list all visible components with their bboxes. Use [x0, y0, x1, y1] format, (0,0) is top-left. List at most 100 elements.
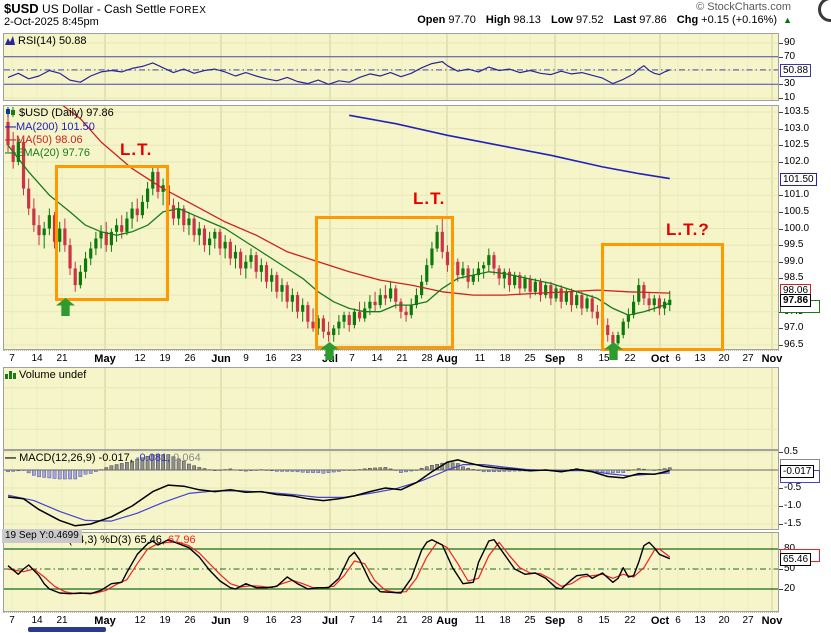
volume-label-row: Volume undef [5, 369, 86, 382]
x-tick-label: 20 [718, 615, 730, 626]
x-tick-label: 14 [371, 353, 383, 364]
y-tick-mark [779, 328, 783, 330]
x-tick-label: 26 [184, 353, 196, 364]
x-tick-label: 18 [499, 353, 511, 364]
y-tick-mark [779, 569, 783, 570]
x-tick-label: 23 [290, 615, 302, 626]
x-tick-label: 6 [675, 615, 681, 626]
y-tick-label: 98.5 [784, 272, 804, 284]
price-title: $USD (Daily) 97.86 [19, 107, 114, 119]
chart-datetime: 2-Oct-2025 8:45pm [4, 16, 99, 28]
x-tick-label: 26 [184, 615, 196, 626]
y-tick-label: 30 [784, 78, 796, 90]
x-tick-label: 21 [396, 353, 408, 364]
chg-value: +0.15 (+0.16%) [701, 14, 778, 26]
y-tick-label: 102.0 [784, 155, 810, 167]
x-tick-label: 7 [9, 353, 15, 364]
x-tick-label: 14 [31, 353, 43, 364]
x-tick-label: 11 [474, 353, 486, 364]
y-tick-label: 70 [784, 50, 796, 62]
y-tick-label: 100.0 [784, 222, 810, 234]
x-tick-label: 19 [159, 353, 171, 364]
lt-annotation-label: L.T.? [666, 220, 710, 239]
copyright: © StockCharts.com [696, 1, 791, 13]
x-tick-label: 16 [265, 615, 277, 626]
chart-title: $USD US Dollar - Cash Settle FOREX [4, 1, 206, 16]
x-tick-label: Jul [322, 615, 338, 627]
volume-indicator-icon [5, 370, 16, 382]
y-tick-mark [779, 245, 783, 247]
y-tick-label: 97.0 [784, 322, 804, 334]
y-tick-label: -1.0 [784, 500, 802, 511]
y-tick-mark [779, 278, 783, 280]
x-tick-label: 8 [577, 615, 583, 626]
price-title-row: $USD (Daily) 97.86 [5, 107, 114, 121]
y-tick-label: 103.0 [784, 122, 810, 134]
y-tick-mark [779, 506, 783, 507]
price-panel [3, 105, 779, 350]
y-tick-mark [779, 211, 783, 213]
lt-annotation-box [55, 165, 169, 301]
exchange-label: FOREX [169, 5, 207, 16]
macd-label-row: — MACD(12,26,9) -0.017, -0.081, 0.064 [5, 452, 201, 464]
axis-value-box: 101.50 [780, 172, 817, 186]
x-tick-label: Sep [544, 615, 566, 627]
open-label: Open [417, 14, 446, 26]
low-value: 97.52 [575, 14, 604, 26]
stoch-k-value: 65.46, [134, 534, 165, 546]
x-tick-label: 9 [243, 353, 249, 364]
x-tick-label: 23 [290, 353, 302, 364]
x-tick-label: 28 [421, 353, 433, 364]
quote-summary: Open 97.70 High 98.13 Low 97.52 Last 97.86 C… [410, 14, 792, 26]
x-tick-label: 13 [694, 353, 706, 364]
price-legend: $USD (Daily) 97.86 —MA(200) 101.50 —MA(50… [5, 107, 114, 160]
y-tick-mark [779, 56, 783, 58]
x-tick-label: 25 [524, 615, 536, 626]
x-tick-label: 25 [524, 353, 536, 364]
instrument-name: US Dollar - Cash Settle [42, 2, 167, 16]
high-label: High [485, 14, 511, 26]
stoch-d-value: 67.96 [168, 534, 196, 546]
x-tick-label: 22 [624, 615, 636, 626]
rsi-panel [3, 33, 779, 101]
y-tick-mark [779, 84, 783, 86]
x-tick-label: 14 [371, 615, 383, 626]
lt-annotation-label: L.T. [413, 189, 446, 208]
y-tick-label: 99.0 [784, 255, 804, 267]
axis-value-box: 50.88 [780, 63, 812, 77]
y-tick-label: 10 [784, 92, 796, 103]
horizontal-scrollbar-thumb[interactable] [28, 627, 106, 632]
stochastic-panel [3, 532, 779, 612]
chg-up-icon: ▲ [783, 15, 792, 25]
y-tick-label: 80 [784, 544, 795, 554]
macd-label: MACD(12,26,9) [19, 452, 96, 464]
ticker-symbol: $USD [4, 1, 39, 16]
x-tick-label: 28 [421, 615, 433, 626]
x-tick-label: 11 [474, 615, 486, 626]
y-tick-mark [779, 261, 783, 263]
y-tick-label: 90 [784, 37, 796, 48]
lt-annotation-box [315, 216, 454, 349]
macd-value: -0.017, [98, 452, 133, 464]
x-tick-label: 20 [718, 353, 730, 364]
x-tick-label: Oct [650, 615, 670, 627]
y-tick-mark [779, 98, 783, 99]
y-tick-mark [779, 345, 783, 347]
x-tick-label: Nov [761, 353, 783, 365]
candlestick-series-icon [5, 107, 16, 121]
x-tick-label: 21 [396, 615, 408, 626]
legend-line-icon: — [5, 147, 16, 159]
macd-signal-value: -0.081, [135, 452, 171, 464]
x-tick-label: Jun [211, 353, 231, 365]
legend-line-icon: — [5, 121, 16, 133]
low-label: Low [550, 14, 573, 26]
y-tick-label: -0.5 [784, 482, 802, 493]
legend-label: MA(200) 101.50 [16, 121, 95, 133]
x-tick-label: 27 [742, 615, 754, 626]
y-tick-label: 50 [784, 563, 796, 574]
y-tick-mark [779, 128, 783, 130]
lt-annotation-box [601, 243, 724, 351]
y-tick-mark [779, 195, 783, 197]
stockcharts-logo-icon [818, 0, 831, 22]
